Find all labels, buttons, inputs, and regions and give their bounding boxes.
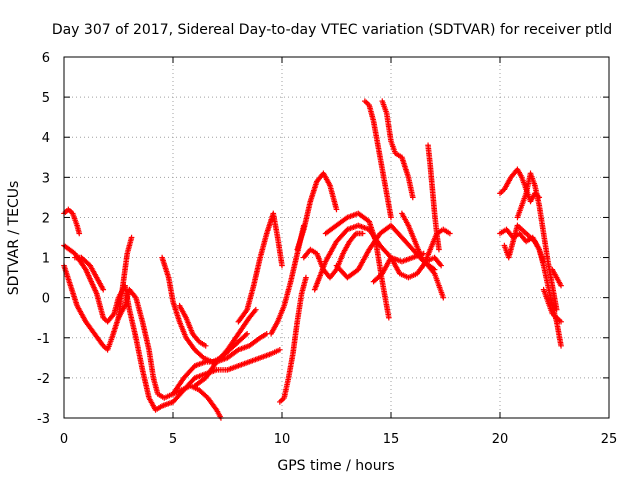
plot-frame — [63, 56, 610, 419]
data-point — [388, 214, 394, 221]
series-track-19 — [362, 98, 394, 221]
data-point — [279, 262, 285, 269]
chart-title: Day 307 of 2017, Sidereal Day-to-day VTE… — [52, 22, 612, 38]
data-point — [253, 306, 259, 313]
data-point — [558, 282, 564, 289]
y-tick-label: 3 — [42, 171, 50, 186]
series-track-23 — [425, 142, 442, 253]
data-point — [553, 306, 560, 313]
series-track-20 — [379, 98, 416, 201]
data-point — [277, 347, 283, 353]
data-points — [61, 98, 564, 421]
y-tick-label: 4 — [42, 131, 50, 146]
y-tick-label: 5 — [42, 91, 50, 106]
series-track-21 — [370, 254, 444, 285]
data-point — [558, 318, 564, 325]
series-track-11 — [235, 210, 285, 325]
data-point — [303, 274, 309, 281]
series-track-06 — [159, 254, 250, 365]
data-point — [244, 330, 250, 337]
data-point — [386, 314, 392, 321]
data-point — [447, 230, 453, 237]
series-track-29 — [540, 286, 564, 325]
data-point — [76, 230, 83, 237]
data-point — [558, 343, 564, 349]
data-point — [436, 246, 442, 253]
x-tick-label: 5 — [169, 432, 177, 447]
y-tick-label: 0 — [42, 292, 50, 307]
y-tick-label: -2 — [37, 372, 50, 387]
y-tick-label: 1 — [42, 252, 50, 267]
series-track-27 — [501, 222, 564, 349]
x-tick-label: 0 — [60, 432, 68, 447]
data-point — [202, 343, 209, 349]
data-point-interp — [199, 353, 206, 360]
series-track-24 — [420, 226, 453, 269]
y-axis-label: SDTVAR / TECUs — [6, 181, 22, 296]
data-point — [420, 250, 427, 257]
y-tick-label: -1 — [37, 332, 50, 347]
series-track-17 — [322, 210, 392, 321]
x-axis-label: GPS time / hours — [277, 458, 394, 474]
data-point — [100, 286, 107, 293]
series-track-30 — [549, 266, 564, 289]
x-tick-label: 15 — [383, 432, 400, 447]
series-track-22 — [399, 210, 447, 301]
grid-lines — [64, 57, 609, 418]
data-point — [128, 234, 135, 241]
y-tick-label: 2 — [42, 211, 50, 226]
data-point-interp — [243, 332, 249, 338]
x-tick-label: 25 — [601, 432, 618, 447]
data-point — [438, 262, 444, 269]
data-point — [440, 294, 447, 301]
series-track-03 — [61, 234, 135, 353]
data-point — [333, 206, 340, 213]
y-tick-label: 6 — [42, 51, 50, 66]
x-tick-label: 20 — [492, 432, 509, 447]
data-point — [410, 194, 416, 201]
y-tick-label: -3 — [37, 412, 50, 427]
tick-labels: 0 5 10 15 20 25 -3 -2 -1 0 1 2 3 4 5 6 — [37, 51, 617, 447]
x-tick-label: 10 — [274, 432, 291, 447]
series-track-04 — [72, 254, 107, 293]
series-track-14 — [294, 170, 340, 253]
data-point — [359, 230, 366, 237]
series-track-13 — [277, 274, 309, 405]
series-track-09 — [176, 302, 209, 349]
series-track-10 — [192, 306, 259, 389]
series-track-15 — [301, 230, 366, 281]
